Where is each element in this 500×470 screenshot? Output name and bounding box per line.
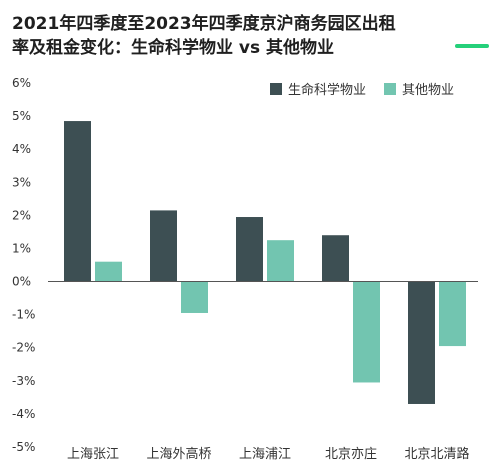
bar-other (181, 281, 208, 313)
chart-title-line-2: 率及租金变化：生命科学物业 vs 其他物业 (12, 38, 335, 58)
y-tick-label: 1% (12, 241, 31, 255)
y-tick-label: 5% (12, 109, 31, 123)
y-tick-label: -3% (12, 374, 35, 388)
y-tick-label: -4% (12, 407, 35, 421)
x-tick-label: 北京亦庄 (325, 446, 377, 462)
legend-swatch-life-science (270, 82, 282, 95)
y-tick-label: -1% (12, 308, 35, 322)
bar-life-science (150, 210, 177, 282)
y-tick-label: 3% (12, 175, 31, 189)
bar-other (439, 281, 466, 347)
y-tick-label: -5% (12, 440, 35, 454)
bar-other (95, 261, 122, 282)
x-tick-label: 上海浦江 (239, 447, 291, 462)
bar-other (353, 281, 380, 383)
bar-life-science (322, 235, 349, 282)
x-tick-label: 上海外高桥 (146, 446, 211, 462)
y-tick-label: 0% (12, 275, 31, 289)
legend-item-other: 其他物业 (384, 79, 454, 98)
y-tick-label: 2% (12, 208, 31, 222)
legend: 生命科学物业 其他物业 (270, 79, 454, 98)
legend-item-life-science: 生命科学物业 (270, 79, 366, 98)
chart-title: 2021年四季度至2023年四季度京沪商务园区出租 率及租金变化：生命科学物业 … (12, 12, 432, 60)
bar-life-science (64, 121, 91, 282)
y-tick-label: -2% (12, 341, 35, 355)
x-tick-label: 上海张江 (67, 447, 119, 462)
legend-label-life-science: 生命科学物业 (288, 83, 367, 98)
legend-swatch-other (384, 82, 397, 95)
bar-other (267, 240, 294, 282)
y-tick-label: 6% (12, 76, 31, 90)
y-tick-label: 4% (12, 142, 31, 156)
chart-title-line-1: 2021年四季度至2023年四季度京沪商务园区出租 (12, 14, 396, 34)
bar-life-science (408, 281, 435, 404)
accent-line (455, 44, 489, 48)
legend-label-other: 其他物业 (402, 83, 455, 98)
x-tick-label: 北京北清路 (404, 446, 469, 462)
bar-life-science (236, 217, 263, 282)
